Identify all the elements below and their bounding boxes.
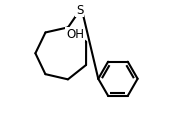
Text: OH: OH	[66, 28, 84, 41]
Text: S: S	[76, 4, 83, 17]
